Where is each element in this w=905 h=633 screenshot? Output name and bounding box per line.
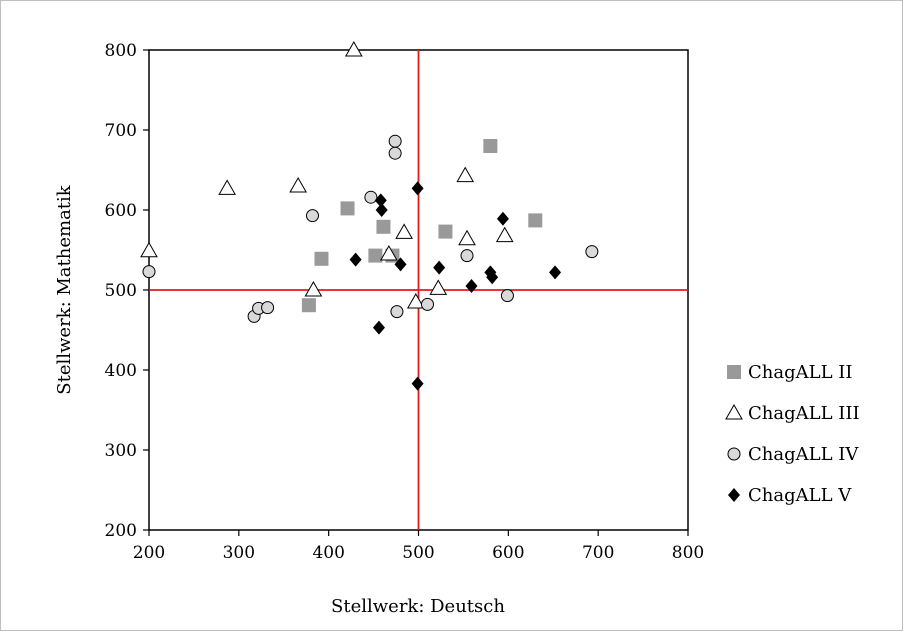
point-s1-7 xyxy=(438,224,453,239)
x-tick-label-0: 200 xyxy=(133,543,165,563)
y-tick-label-0: 200 xyxy=(105,521,137,541)
x-tick-label-3: 500 xyxy=(402,543,434,563)
point-s2-1 xyxy=(140,241,158,258)
plot-area: 200 300 400 500 600 700 800 200 300 400 500 600 700 8… xyxy=(105,40,704,563)
series-2 xyxy=(140,40,514,309)
point-s2-9 xyxy=(429,279,448,295)
y-tick-label-3: 500 xyxy=(105,281,137,301)
y-tick-label-6: 800 xyxy=(105,41,137,61)
point-s1-9 xyxy=(528,213,543,228)
x-tick-label-1: 300 xyxy=(223,543,255,563)
series-4 xyxy=(349,181,562,391)
point-s4-13 xyxy=(549,265,562,280)
legend-label-1: ChagALL II xyxy=(748,362,852,383)
point-s4-6 xyxy=(411,181,424,196)
point-s3-4 xyxy=(261,301,275,315)
x-tick-label-5: 700 xyxy=(582,543,614,563)
point-s3-6 xyxy=(364,190,378,204)
point-s3-1 xyxy=(142,265,156,279)
legend-label-3: ChagALL IV xyxy=(748,444,859,465)
y-axis-title: Stellwerk: Mathematik xyxy=(54,184,75,395)
point-s2-2 xyxy=(218,179,237,195)
x-tick-label-4: 600 xyxy=(492,543,524,563)
legend-label-2: ChagALL III xyxy=(748,403,860,424)
point-s4-3 xyxy=(374,193,387,208)
point-s3-10 xyxy=(420,297,434,311)
point-s4-5 xyxy=(394,257,407,272)
point-s1-1 xyxy=(301,298,316,313)
y-tick-label-5: 700 xyxy=(105,121,137,141)
point-s4-7 xyxy=(411,376,424,391)
legend-item-1: ChagALL II xyxy=(727,362,852,383)
legend-marker-4 xyxy=(728,488,740,502)
point-s4-1 xyxy=(349,252,362,267)
legend-marker-2 xyxy=(725,403,743,420)
point-s2-5 xyxy=(344,40,363,57)
point-s4-4 xyxy=(375,203,388,217)
y-tick-label-2: 400 xyxy=(105,361,137,381)
legend: ChagALL II ChagALL III ChagALL IV ChagALL V xyxy=(725,362,860,506)
x-axis-title: Stellwerk: Deutsch xyxy=(331,596,505,617)
x-tick-label-6: 800 xyxy=(672,543,704,563)
point-s3-8 xyxy=(388,146,402,160)
point-s3-12 xyxy=(500,289,514,303)
legend-marker-1 xyxy=(727,365,741,379)
point-s2-3 xyxy=(289,176,307,193)
point-s1-5 xyxy=(376,219,391,234)
point-s3-5 xyxy=(305,209,319,223)
point-s2-11 xyxy=(458,229,476,246)
point-s4-2 xyxy=(372,320,385,335)
point-s3-7 xyxy=(388,134,402,148)
series-1 xyxy=(301,139,543,313)
legend-item-4: ChagALL V xyxy=(728,485,852,506)
point-s4-11 xyxy=(486,270,499,285)
point-s2-7 xyxy=(395,223,413,239)
point-s4-8 xyxy=(433,260,446,275)
point-s2-8 xyxy=(406,292,425,309)
y-tick-label-4: 600 xyxy=(105,201,137,221)
point-s2-10 xyxy=(456,166,475,183)
x-tick-label-2: 400 xyxy=(312,543,344,563)
legend-label-4: ChagALL V xyxy=(748,485,852,506)
y-tick-label-1: 300 xyxy=(105,441,137,461)
series-3 xyxy=(142,134,599,323)
point-s3-13 xyxy=(585,245,599,259)
point-s4-9 xyxy=(465,279,478,293)
point-s1-3 xyxy=(340,201,355,216)
point-s3-9 xyxy=(390,305,404,319)
point-s1-4 xyxy=(368,248,383,263)
point-s2-4 xyxy=(304,280,323,297)
point-s1-8 xyxy=(483,139,498,153)
legend-item-2: ChagALL III xyxy=(725,403,860,424)
point-s2-12 xyxy=(495,226,514,243)
point-s2-6 xyxy=(379,244,398,261)
legend-marker-3 xyxy=(727,447,741,461)
point-s1-2 xyxy=(314,251,329,266)
point-s3-11 xyxy=(460,249,474,263)
point-s4-12 xyxy=(496,211,509,226)
legend-item-3: ChagALL IV xyxy=(727,444,859,465)
